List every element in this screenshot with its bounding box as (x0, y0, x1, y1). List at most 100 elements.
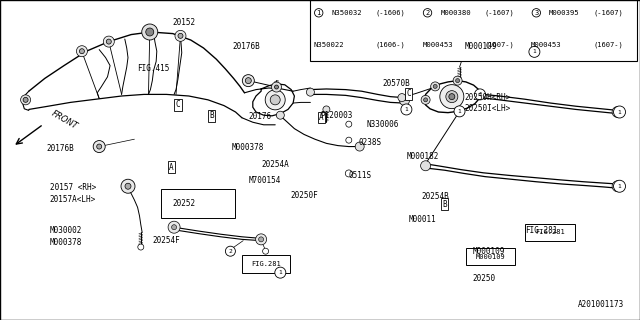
Circle shape (615, 184, 620, 189)
Text: 20250I<LH>: 20250I<LH> (465, 104, 511, 113)
Text: M000453: M000453 (422, 42, 453, 48)
Text: B: B (442, 200, 447, 209)
Circle shape (307, 88, 314, 96)
Text: 20152: 20152 (173, 18, 196, 27)
Circle shape (421, 95, 430, 104)
Text: M700154: M700154 (248, 176, 281, 185)
Circle shape (138, 244, 144, 250)
Circle shape (144, 27, 156, 37)
Circle shape (615, 109, 620, 115)
Text: M000109: M000109 (465, 42, 497, 51)
Text: 1: 1 (532, 49, 536, 54)
Text: M000109: M000109 (472, 247, 505, 256)
Text: M000378: M000378 (50, 238, 83, 247)
Circle shape (346, 121, 352, 127)
Circle shape (255, 234, 267, 245)
Circle shape (270, 95, 280, 105)
Text: 0511S: 0511S (349, 172, 372, 180)
Text: 0238S: 0238S (358, 138, 381, 147)
Text: B: B (209, 111, 214, 120)
Text: (-1606): (-1606) (376, 10, 405, 16)
Text: (1606-): (1606-) (376, 42, 405, 48)
Circle shape (97, 144, 102, 149)
Circle shape (454, 106, 465, 117)
Circle shape (401, 104, 412, 115)
Bar (466, 248, 515, 265)
Circle shape (121, 179, 135, 193)
Bar (525, 224, 575, 241)
Text: (-1607): (-1607) (593, 10, 623, 16)
Text: A: A (319, 113, 324, 122)
Bar (310, 0, 637, 61)
Circle shape (142, 24, 158, 40)
Circle shape (168, 221, 180, 233)
Circle shape (178, 33, 183, 38)
Text: 20254F: 20254F (152, 236, 180, 245)
Text: (-1607): (-1607) (484, 10, 514, 16)
Text: FRONT: FRONT (50, 109, 79, 131)
Text: 1: 1 (618, 109, 621, 115)
Circle shape (20, 95, 31, 105)
Text: M000378: M000378 (232, 143, 264, 152)
Text: 20254B: 20254B (422, 192, 449, 201)
Text: M000380: M000380 (440, 10, 471, 16)
Text: M000453: M000453 (531, 42, 562, 48)
Text: 20252: 20252 (173, 199, 196, 208)
Text: 20176B: 20176B (232, 42, 260, 51)
Text: M000395: M000395 (549, 10, 580, 16)
Text: N350032: N350032 (332, 10, 362, 16)
Circle shape (245, 78, 252, 84)
Circle shape (455, 107, 464, 116)
Text: 20176B: 20176B (46, 144, 74, 153)
Circle shape (476, 90, 484, 99)
Text: 2: 2 (426, 10, 429, 16)
Circle shape (147, 29, 152, 35)
Circle shape (243, 75, 254, 87)
Circle shape (532, 9, 541, 17)
Circle shape (276, 111, 284, 119)
Text: 20250H<RH>: 20250H<RH> (465, 93, 511, 102)
Circle shape (275, 267, 286, 278)
Text: FIG.281: FIG.281 (535, 229, 564, 235)
Text: 1: 1 (404, 107, 408, 112)
Circle shape (440, 84, 464, 109)
Text: FIG.415: FIG.415 (138, 64, 170, 73)
Bar (242, 255, 290, 273)
Text: 2: 2 (228, 249, 232, 254)
Circle shape (76, 46, 88, 57)
Text: 1: 1 (317, 10, 321, 16)
Text: FIG.281: FIG.281 (252, 261, 281, 267)
Circle shape (323, 106, 330, 113)
Circle shape (23, 97, 28, 102)
Text: 20176: 20176 (248, 112, 271, 121)
Text: A201001173: A201001173 (578, 300, 624, 309)
Text: N330006: N330006 (366, 120, 399, 129)
Circle shape (314, 9, 323, 17)
Circle shape (614, 180, 625, 192)
Circle shape (398, 93, 406, 102)
Circle shape (420, 161, 431, 171)
Text: M000109: M000109 (476, 254, 505, 260)
Circle shape (125, 183, 131, 189)
Circle shape (614, 106, 625, 118)
Text: C: C (406, 89, 411, 98)
Circle shape (446, 91, 458, 103)
Text: A: A (169, 163, 174, 172)
Circle shape (612, 107, 623, 117)
Text: 20254A: 20254A (261, 160, 289, 169)
Circle shape (453, 76, 462, 85)
Circle shape (355, 142, 364, 151)
Bar (161, 189, 235, 218)
Circle shape (259, 237, 264, 242)
Circle shape (93, 140, 105, 153)
Text: M000182: M000182 (406, 152, 439, 161)
Circle shape (431, 82, 440, 91)
Circle shape (271, 82, 282, 92)
Text: 3: 3 (534, 10, 538, 16)
Text: P120003: P120003 (320, 111, 353, 120)
Text: (1607-): (1607-) (593, 42, 623, 48)
Circle shape (172, 225, 177, 230)
Circle shape (423, 9, 432, 17)
Circle shape (275, 85, 278, 89)
Text: 20570B: 20570B (383, 79, 410, 88)
